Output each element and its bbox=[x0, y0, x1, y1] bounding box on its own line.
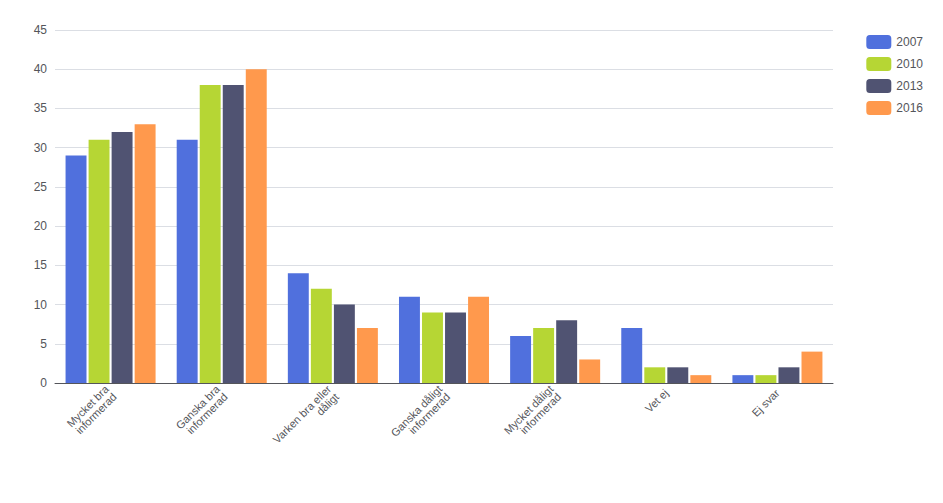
svg-text:2007: 2007 bbox=[896, 35, 923, 49]
svg-text:Vet ej: Vet ej bbox=[643, 387, 671, 415]
svg-text:Varken bra eller: Varken bra eller bbox=[270, 382, 334, 446]
svg-text:15: 15 bbox=[34, 258, 48, 272]
svg-text:2013: 2013 bbox=[896, 79, 923, 93]
svg-text:Mycket dåligt: Mycket dåligt bbox=[501, 382, 556, 437]
svg-text:20: 20 bbox=[34, 219, 48, 233]
svg-text:2016: 2016 bbox=[896, 101, 923, 115]
svg-text:Ganska dåligt: Ganska dåligt bbox=[388, 382, 445, 439]
svg-text:Mycket bra: Mycket bra bbox=[64, 382, 111, 430]
svg-text:informerad: informerad bbox=[73, 391, 119, 437]
svg-text:40: 40 bbox=[34, 62, 48, 76]
svg-text:informerad: informerad bbox=[407, 391, 453, 437]
svg-text:0: 0 bbox=[40, 376, 47, 390]
svg-text:10: 10 bbox=[34, 298, 48, 312]
svg-text:45: 45 bbox=[34, 23, 48, 37]
svg-text:35: 35 bbox=[34, 101, 48, 115]
svg-text:Ganska bra: Ganska bra bbox=[173, 382, 223, 432]
svg-text:5: 5 bbox=[40, 337, 47, 351]
svg-text:informerad: informerad bbox=[518, 391, 564, 437]
svg-text:dåligt: dåligt bbox=[314, 391, 341, 418]
svg-text:30: 30 bbox=[34, 141, 48, 155]
svg-text:2010: 2010 bbox=[896, 57, 923, 71]
svg-text:informerad: informerad bbox=[184, 391, 230, 437]
svg-text:25: 25 bbox=[34, 180, 48, 194]
svg-text:Ej svar: Ej svar bbox=[749, 387, 781, 419]
